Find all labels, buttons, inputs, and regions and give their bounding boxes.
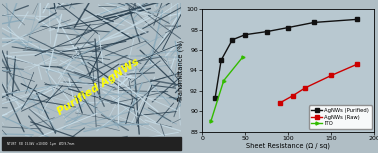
AgNWs (Raw) [303,87,308,89]
AgNWs (Purified) [286,27,291,28]
ITO [222,80,226,82]
Bar [2,137,181,150]
AgNWs (Purified) [230,39,235,41]
Text: NTUST   SEI  15.0kV  ×10,000   1μm   WD 9.7mm: NTUST SEI 15.0kV ×10,000 1μm WD 9.7mm [7,142,74,146]
Line: AgNWs (Purified): AgNWs (Purified) [214,18,359,99]
ITO [209,120,213,122]
AgNWs (Raw) [290,95,295,97]
Line: ITO: ITO [209,56,244,123]
AgNWs (Purified) [312,22,316,23]
Legend: AgNWs (Purified), AgNWs (Raw), ITO: AgNWs (Purified), AgNWs (Raw), ITO [309,106,372,129]
AgNWs (Purified) [213,97,217,99]
AgNWs (Raw) [329,75,333,76]
ITO [240,56,245,58]
X-axis label: Sheet Resistance (Ω / sq): Sheet Resistance (Ω / sq) [246,143,330,149]
AgNWs (Purified) [219,59,223,61]
Y-axis label: Transmittance (%): Transmittance (%) [178,40,184,101]
AgNWs (Raw) [277,102,282,104]
AgNWs (Purified) [355,19,359,20]
Text: Purified AgNWs: Purified AgNWs [56,57,142,117]
AgNWs (Raw) [355,63,359,65]
AgNWs (Purified) [265,31,269,33]
AgNWs (Purified) [243,34,248,36]
Line: AgNWs (Raw): AgNWs (Raw) [278,63,359,104]
